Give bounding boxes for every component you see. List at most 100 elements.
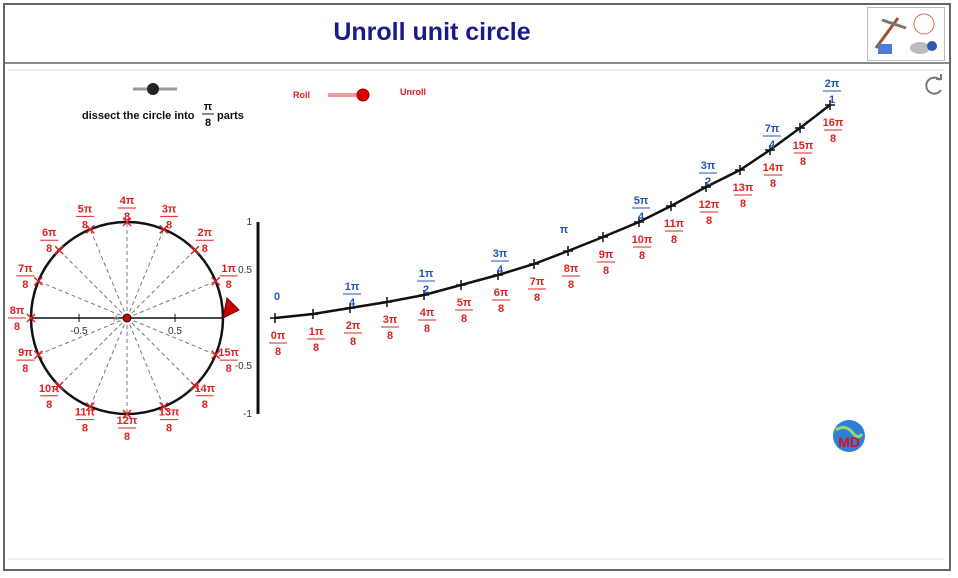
radius [58, 317, 128, 387]
y-tick-label: 0.5 [238, 265, 252, 276]
angle-label-den: 2 [705, 176, 711, 188]
unrolled-label-num: 12π [699, 199, 720, 211]
md-logo[interactable]: MD [833, 420, 865, 452]
circle-point [85, 402, 95, 412]
unrolled-label-den: 8 [800, 156, 806, 168]
unrolled-label-num: 4π [420, 307, 435, 319]
dissect-den: 8 [205, 117, 211, 129]
angle-label-num: 2π [825, 78, 840, 90]
curve-tick [529, 259, 539, 269]
unrolled-label-den: 8 [498, 303, 504, 315]
circle-label-den: 8 [166, 423, 172, 435]
curve-tick [382, 297, 392, 307]
y-tick-label: 1 [246, 217, 252, 228]
unrolled-label-num: 8π [564, 263, 579, 275]
y-tick-label: -1 [243, 409, 252, 420]
circle-point [159, 224, 169, 234]
curve-tick [493, 270, 503, 280]
curve-tick [795, 123, 805, 133]
logo-art [874, 13, 937, 54]
unrolled-label-den: 8 [534, 292, 540, 304]
curve-tick [701, 182, 711, 192]
circle-point [159, 402, 169, 412]
circle-label-den: 8 [124, 431, 130, 443]
circle-label-den: 8 [226, 363, 232, 375]
circle-label-den: 8 [46, 399, 52, 411]
circle-point [190, 381, 200, 391]
circle-label-den: 8 [82, 219, 88, 231]
unrolled-label-num: 13π [733, 182, 754, 194]
unrolled-label-den: 8 [424, 323, 430, 335]
circle-point [122, 217, 132, 227]
unrolled-label-den: 8 [740, 198, 746, 210]
unrolled-label-den: 8 [313, 342, 319, 354]
circle-x-tick-label: -0.5 [70, 326, 88, 337]
circle-label-num: 15π [218, 347, 239, 359]
angle-label-num: 3π [493, 248, 508, 260]
circle-label-num: 10π [39, 383, 60, 395]
circle-point [33, 350, 43, 360]
angle-label-den: 4 [769, 139, 776, 151]
circle-point [190, 245, 200, 255]
circle-point [211, 276, 221, 286]
radius [126, 317, 196, 387]
curve-tick [456, 280, 466, 290]
radius [58, 249, 128, 319]
unrolled-label-num: 5π [457, 297, 472, 309]
unrolled-label-den: 8 [275, 346, 281, 358]
circle-point [54, 245, 64, 255]
md-text: MD [838, 434, 860, 450]
curve-tick [419, 290, 429, 300]
angle-label-num: 3π [701, 160, 716, 172]
dissect-slider[interactable] [133, 83, 177, 95]
angle-label-den: 4 [497, 264, 504, 276]
point-a-label: A [113, 314, 120, 325]
circle-label-den: 8 [82, 423, 88, 435]
unrolled-label-num: 7π [530, 276, 545, 288]
y-tick-label: -0.5 [235, 361, 253, 372]
curve-tick [634, 217, 644, 227]
header: Unroll unit circle [5, 5, 949, 64]
curve-tick [825, 100, 835, 110]
unrolled-label-den: 8 [770, 178, 776, 190]
circle-label-num: 9π [18, 347, 33, 359]
circle-point [26, 313, 36, 323]
unrolled-label-den: 8 [671, 234, 677, 246]
unrolled-label-den: 8 [830, 133, 836, 145]
radius [89, 229, 128, 319]
curve-tick [345, 303, 355, 313]
angle-label-num: 7π [765, 123, 780, 135]
title: Unroll unit circle [333, 18, 531, 46]
circle-label-den: 8 [166, 219, 172, 231]
curve-tick [666, 201, 676, 211]
circle-label-num: 1π [221, 263, 236, 275]
refresh-button[interactable] [925, 74, 942, 95]
circle-label-num: 11π [75, 407, 96, 419]
angle-label-den: 4 [349, 297, 356, 309]
radius [89, 317, 128, 407]
angle-label-num: 1π [345, 281, 360, 293]
roll-switch[interactable] [328, 88, 370, 102]
circle-label-num: 8π [10, 305, 25, 317]
circle-label-den: 8 [46, 243, 52, 255]
circle-label-num: 5π [78, 203, 93, 215]
unrolled-label-den: 8 [387, 330, 393, 342]
unrolled-label-den: 8 [568, 279, 574, 291]
angle-label-num: π [560, 224, 569, 236]
circle-point [54, 381, 64, 391]
circle-x-tick-label: 0.5 [168, 326, 182, 337]
circle-label-num: 13π [159, 407, 180, 419]
circle-label-num: 4π [120, 195, 135, 207]
unroll-label: Unroll [400, 87, 426, 97]
unrolled-label-num: 9π [599, 249, 614, 261]
unrolled-label-den: 8 [350, 336, 356, 348]
radius [126, 317, 165, 407]
unrolled-label-num: 6π [494, 287, 509, 299]
angle-label-num: 5π [634, 195, 649, 207]
angle-label-den: 2 [423, 284, 429, 296]
roll-label: Roll [293, 90, 310, 100]
dissect-label: dissect the circle into [82, 110, 195, 122]
radius [38, 280, 128, 319]
radius [126, 249, 196, 319]
